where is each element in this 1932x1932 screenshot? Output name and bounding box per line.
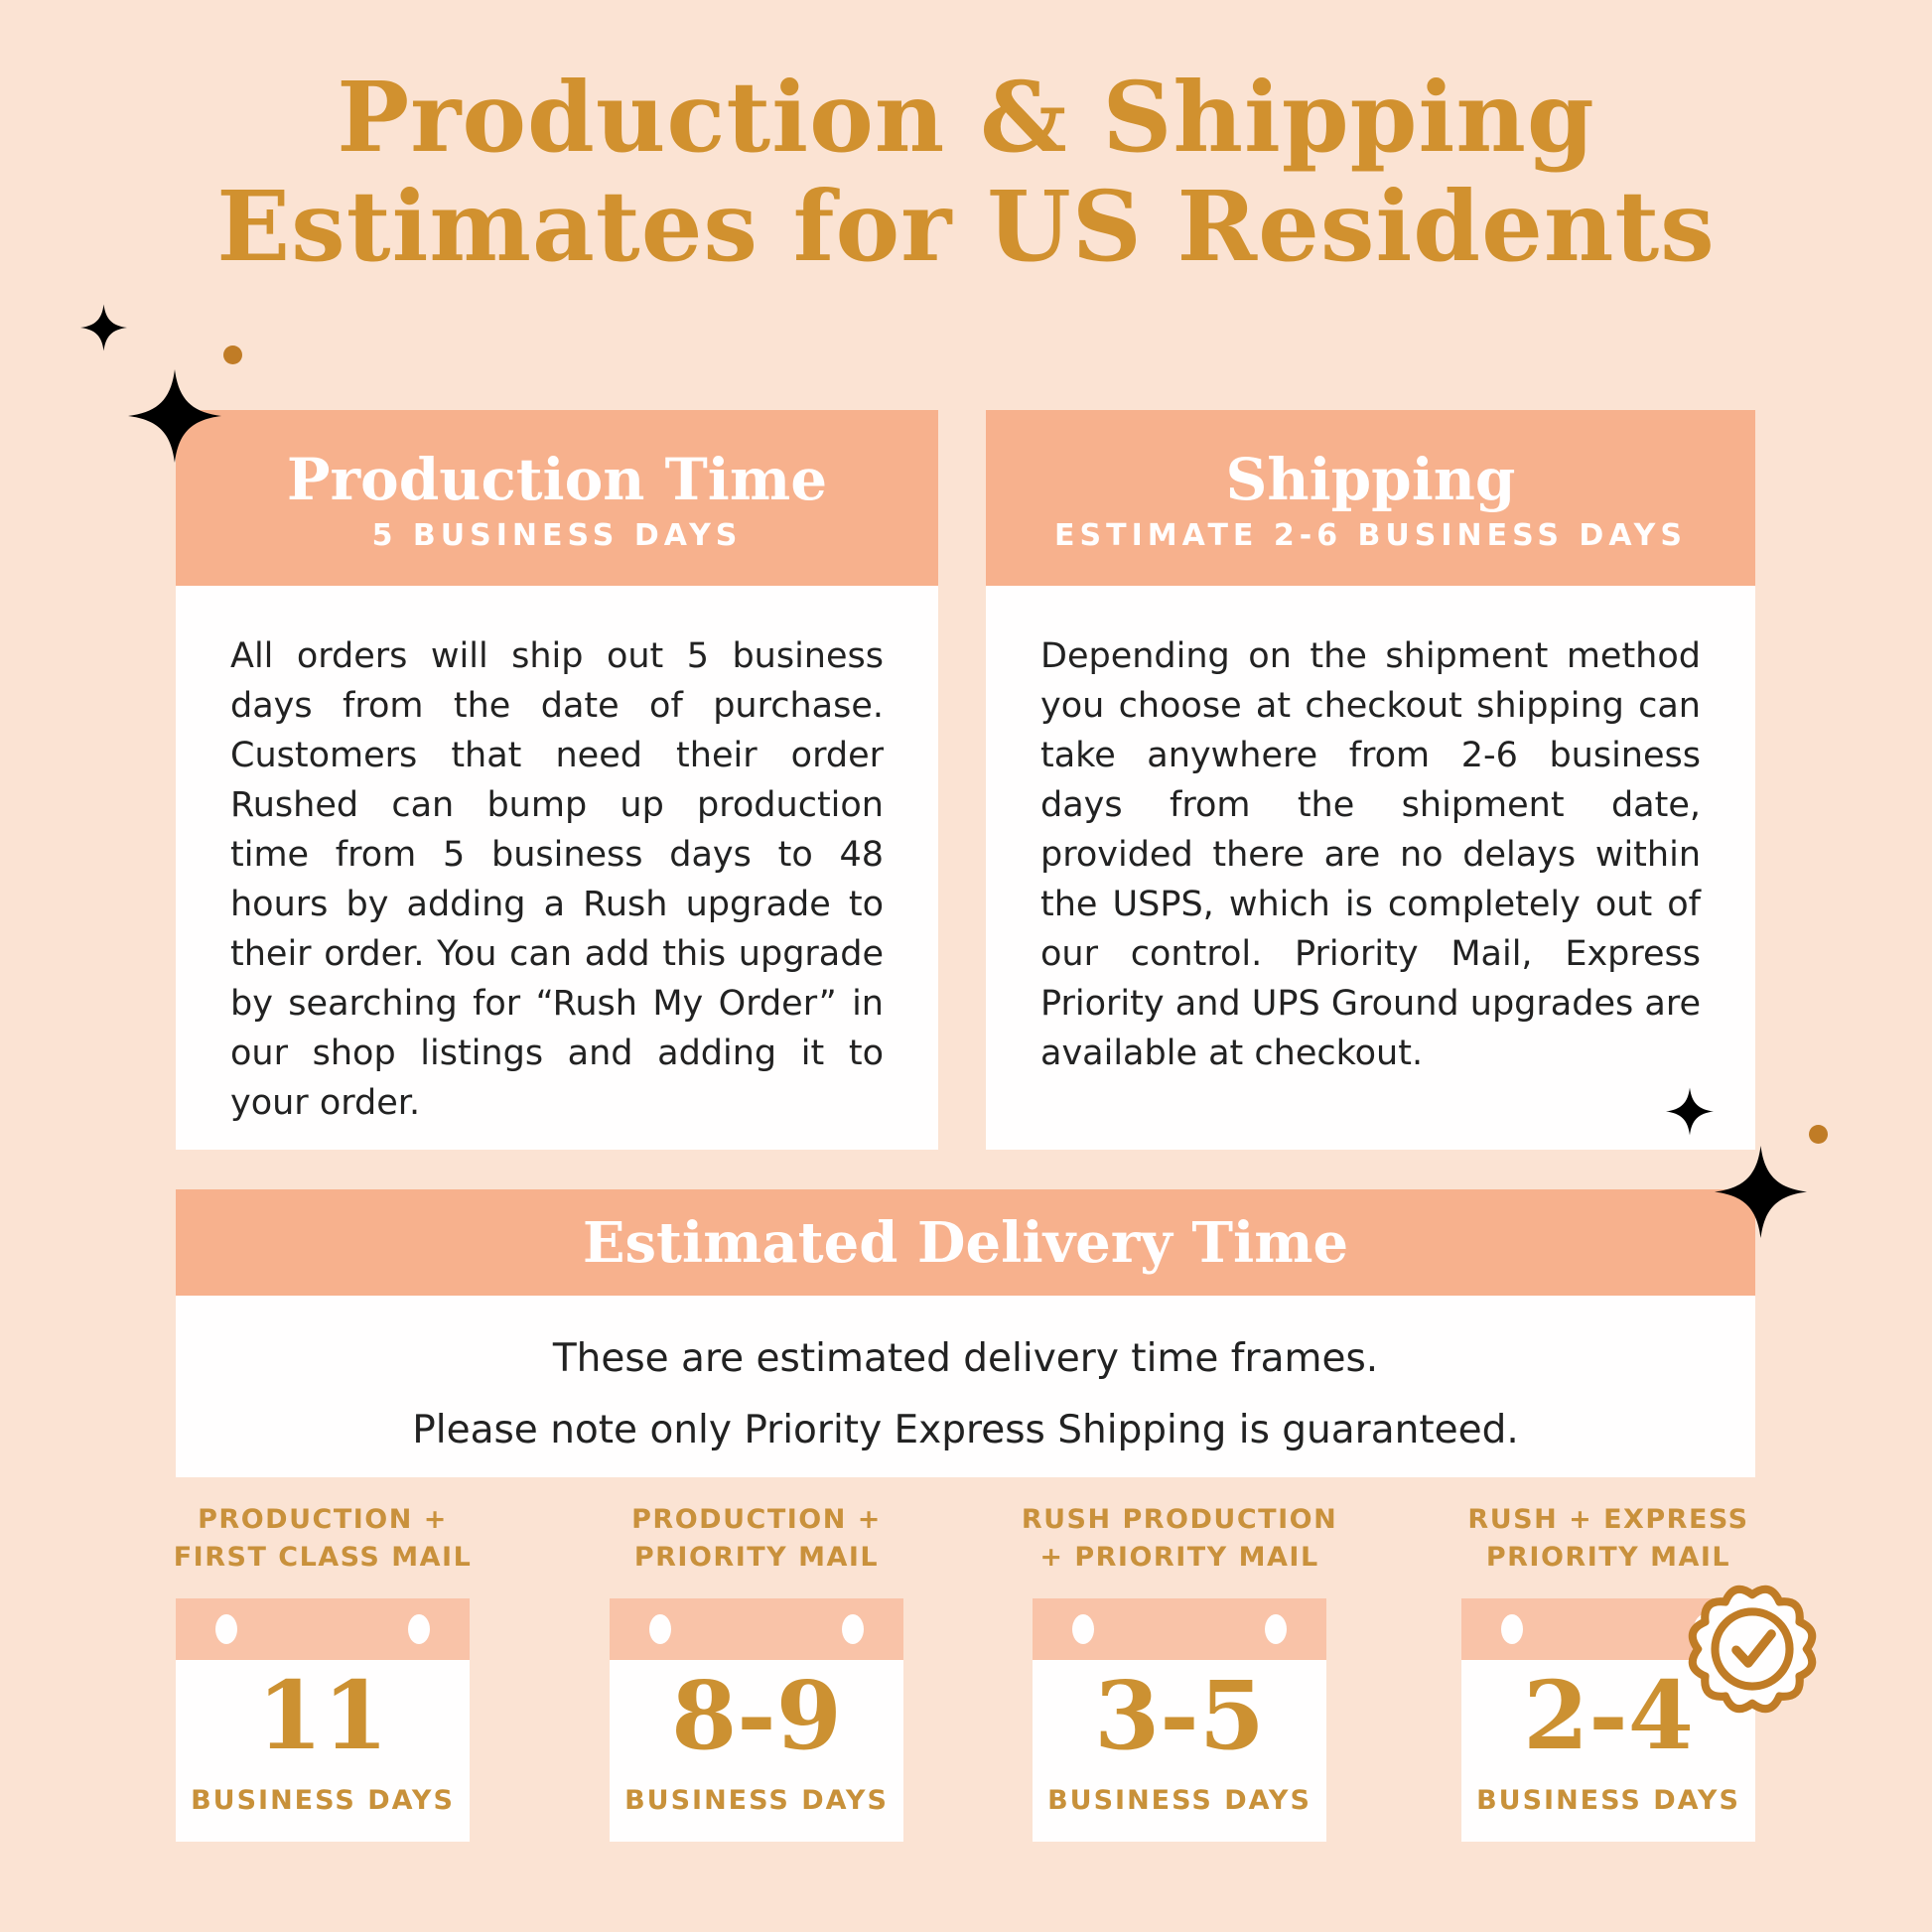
calendar-hole-icon — [1072, 1614, 1094, 1644]
estimated-delivery-body: These are estimated delivery time frames… — [176, 1296, 1755, 1466]
estimate-unit: BUSINESS DAYS — [1476, 1785, 1740, 1816]
estimate-unit: BUSINESS DAYS — [191, 1785, 455, 1816]
estimate-unit: BUSINESS DAYS — [1047, 1785, 1311, 1816]
estimate-label: PRODUCTION + PRIORITY MAIL — [570, 1501, 943, 1577]
estimate-label-line1: PRODUCTION + — [631, 1504, 882, 1535]
estimate-rush-express: RUSH + EXPRESS PRIORITY MAIL 2-4 BUSINES… — [1461, 1501, 1817, 1842]
estimate-label: RUSH + EXPRESS PRIORITY MAIL — [1422, 1501, 1795, 1577]
production-time-card: Production Time 5 BUSINESS DAYS All orde… — [176, 410, 938, 1150]
estimated-delivery-banner: Estimated Delivery Time These are estima… — [176, 1189, 1755, 1477]
estimate-days: 3-5 — [1094, 1661, 1265, 1771]
checkmark-seal-icon — [1688, 1585, 1817, 1714]
calendar-header — [610, 1598, 903, 1660]
estimate-label-line2: PRIORITY MAIL — [1485, 1542, 1731, 1573]
sparkle-dot-icon — [223, 345, 242, 364]
calendar-header — [1033, 1598, 1326, 1660]
estimated-delivery-line2: Please note only Priority Express Shippi… — [412, 1408, 1519, 1452]
calendar-hole-icon — [1501, 1614, 1523, 1644]
calendar-card: 11 BUSINESS DAYS — [176, 1598, 470, 1842]
shipping-subtitle: ESTIMATE 2-6 BUSINESS DAYS — [1054, 518, 1687, 553]
estimate-label-line1: PRODUCTION + — [198, 1504, 448, 1535]
estimate-label-line2: PRIORITY MAIL — [633, 1542, 880, 1573]
calendar-card: 8-9 BUSINESS DAYS — [610, 1598, 903, 1842]
estimate-label-line2: FIRST CLASS MAIL — [173, 1542, 473, 1573]
calendar-hole-icon — [215, 1614, 237, 1644]
calendar-card: 3-5 BUSINESS DAYS — [1033, 1598, 1326, 1842]
calendar-body: 8-9 BUSINESS DAYS — [610, 1660, 903, 1842]
shipping-card-header: Shipping ESTIMATE 2-6 BUSINESS DAYS — [986, 410, 1755, 586]
calendar-hole-icon — [1265, 1614, 1287, 1644]
shipping-text: Depending on the shipment method you cho… — [1040, 636, 1701, 1073]
estimated-delivery-line1: These are estimated delivery time frames… — [552, 1336, 1379, 1381]
estimate-days: 2-4 — [1523, 1661, 1694, 1771]
calendar-hole-icon — [408, 1614, 430, 1644]
production-time-card-header: Production Time 5 BUSINESS DAYS — [176, 410, 938, 586]
shipping-card: Shipping ESTIMATE 2-6 BUSINESS DAYS Depe… — [986, 410, 1755, 1150]
estimate-label-line1: RUSH + EXPRESS — [1467, 1504, 1749, 1535]
estimate-rush-priority: RUSH PRODUCTION + PRIORITY MAIL 3-5 BUSI… — [1022, 1501, 1336, 1842]
sparkle-dot-icon — [1809, 1125, 1828, 1144]
estimate-label-line2: + PRIORITY MAIL — [1039, 1542, 1319, 1573]
shipping-title: Shipping — [1225, 446, 1516, 513]
estimate-label: RUSH PRODUCTION + PRIORITY MAIL — [993, 1501, 1366, 1577]
production-time-text: All orders will ship out 5 business days… — [230, 636, 884, 1123]
estimated-delivery-title: Estimated Delivery Time — [582, 1209, 1349, 1276]
calendar-body: 2-4 BUSINESS DAYS — [1461, 1660, 1755, 1842]
estimate-first-class: PRODUCTION + FIRST CLASS MAIL 11 BUSINES… — [174, 1501, 471, 1842]
calendar-hole-icon — [649, 1614, 671, 1644]
production-time-title: Production Time — [286, 446, 828, 513]
estimate-label-line1: RUSH PRODUCTION — [1021, 1504, 1338, 1535]
sparkle-icon — [1666, 1084, 1714, 1139]
sparkle-icon — [80, 302, 127, 353]
estimate-label: PRODUCTION + FIRST CLASS MAIL — [136, 1501, 509, 1577]
shipping-body: Depending on the shipment method you cho… — [986, 586, 1755, 1078]
estimated-delivery-header: Estimated Delivery Time — [176, 1189, 1755, 1296]
sparkle-icon — [1715, 1145, 1807, 1239]
page-title-line1: Production & Shipping — [337, 61, 1595, 174]
calendar-body: 3-5 BUSINESS DAYS — [1033, 1660, 1326, 1842]
production-time-body: All orders will ship out 5 business days… — [176, 586, 938, 1128]
estimate-days: 8-9 — [671, 1661, 842, 1771]
estimate-unit: BUSINESS DAYS — [624, 1785, 889, 1816]
calendar-hole-icon — [842, 1614, 864, 1644]
calendar-body: 11 BUSINESS DAYS — [176, 1660, 470, 1842]
page-title-line2: Estimates for US Residents — [216, 169, 1716, 283]
calendar-header — [176, 1598, 470, 1660]
page-title: Production & Shipping Estimates for US R… — [0, 61, 1932, 283]
sparkle-icon — [128, 364, 221, 468]
production-time-subtitle: 5 BUSINESS DAYS — [371, 518, 743, 553]
estimate-priority-mail: PRODUCTION + PRIORITY MAIL 8-9 BUSINESS … — [610, 1501, 903, 1842]
estimate-days: 11 — [256, 1661, 389, 1771]
